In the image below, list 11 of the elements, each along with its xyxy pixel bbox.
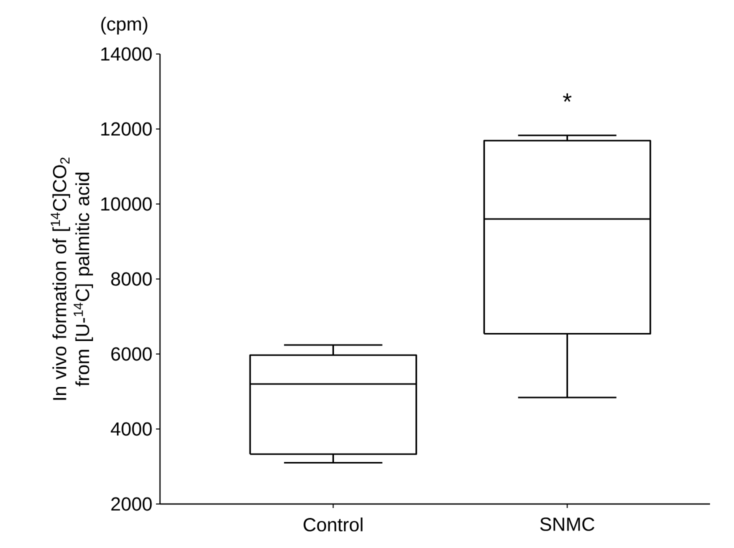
x-tick-label: Control — [304, 518, 362, 532]
y-tick-label: 8000 — [111, 272, 152, 286]
x-tick-label: SNMC — [540, 518, 594, 531]
text: (cpm) — [101, 16, 148, 34]
y-tick-label: 10000 — [101, 197, 152, 211]
y-tick-label: 6000 — [111, 347, 152, 361]
y-tick-label: 14000 — [101, 47, 152, 61]
y-tick-label: 12000 — [101, 122, 152, 136]
y-tick-label: 2000 — [111, 497, 152, 511]
annotation: * — [562, 93, 572, 102]
y-tick-label: 4000 — [110, 422, 152, 436]
